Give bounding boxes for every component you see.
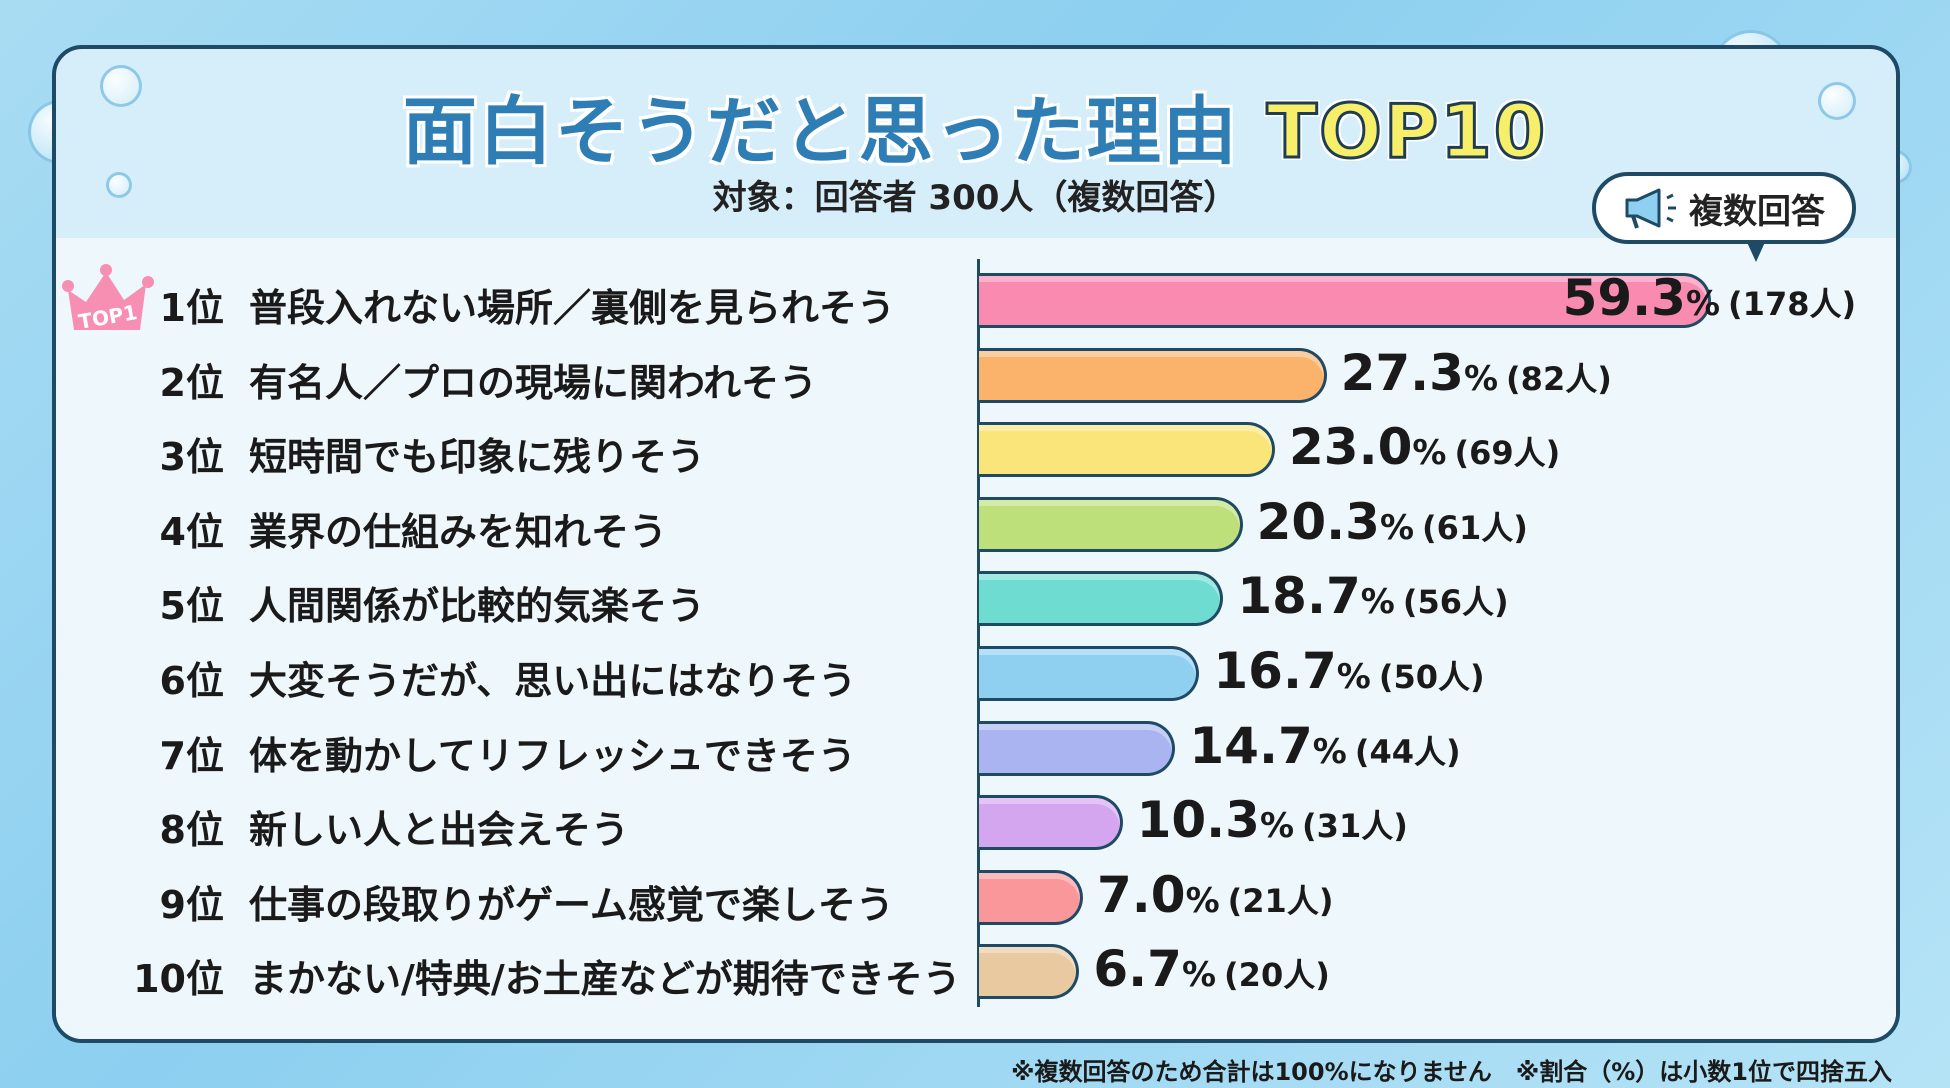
category-label: 短時間でも印象に残りそう xyxy=(249,435,706,480)
rank-label: 3位 xyxy=(159,435,224,480)
value-label: 23.0% (69人) xyxy=(1289,418,1561,477)
value-label: 10.3% (31人) xyxy=(1136,791,1408,850)
value-label: 14.7% (44人) xyxy=(1189,716,1461,775)
value-label: 18.7% (56人) xyxy=(1237,567,1509,626)
rank-label: 8位 xyxy=(159,808,224,853)
value-label: 27.3% (82人) xyxy=(1340,343,1612,402)
rank-label: 1位 xyxy=(159,286,224,330)
y-axis-line xyxy=(977,259,980,1007)
category-label: まかない/特典/お土産などが期待できそう xyxy=(249,957,961,1002)
footnote: ※複数回答のため合計は100%になりません ※割合（%）は小数1位で四捨五入 xyxy=(1011,1058,1892,1086)
rank-label: 5位 xyxy=(159,584,224,629)
badge-label: 複数回答 xyxy=(1689,191,1825,232)
category-label: 業界の仕組みを知れそう xyxy=(249,509,668,554)
bar-row: 4位 業界の仕組みを知れそう 20.3% (61人) xyxy=(0,487,1950,561)
rank-label: 4位 xyxy=(159,509,224,554)
megaphone-icon xyxy=(1625,188,1676,229)
bar-row: 5位 人間関係が比較的気楽そう 18.7% (56人) xyxy=(0,561,1950,635)
bar xyxy=(979,496,1243,552)
category-label: 人間関係が比較的気楽そう xyxy=(249,584,706,629)
category-label: 普段入れない場所／裏側を見られそう xyxy=(249,286,896,330)
rank-label: 7位 xyxy=(159,733,224,778)
bubble-decoration xyxy=(100,65,142,107)
bar xyxy=(979,571,1224,627)
value-label: 7.0% (21人) xyxy=(1097,865,1334,924)
bar-row: 8位 新しい人と出会えそう 10.3% (31人) xyxy=(0,785,1950,859)
category-label: 有名人／プロの現場に関われそう xyxy=(249,360,818,405)
bar xyxy=(979,273,1711,328)
bar xyxy=(979,795,1123,851)
chart-panel xyxy=(52,45,1900,1043)
rank-label: 2位 xyxy=(159,360,224,405)
bar xyxy=(979,347,1327,403)
bar xyxy=(979,422,1275,478)
rank-label: 6位 xyxy=(159,659,224,703)
bar-row: 6位 大変そうだが、思い出にはなりそう 16.7% (50人) xyxy=(0,636,1950,710)
bar-row: 9位 仕事の段取りがゲーム感覚で楽しそう 7.0% (21人) xyxy=(0,860,1950,934)
value-label: 20.3% (61人) xyxy=(1256,492,1528,551)
bar-row: 10位 まかない/特典/お土産などが期待できそう 6.7% (20人) xyxy=(0,934,1950,1008)
multiple-answer-badge: 複数回答 xyxy=(1592,172,1856,262)
bubble-decoration xyxy=(1818,82,1856,120)
category-label: 新しい人と出会えそう xyxy=(249,808,630,853)
bar xyxy=(979,944,1080,1000)
category-label: 仕事の段取りがゲーム感覚で楽しそう xyxy=(249,882,894,927)
bar-row: 3位 短時間でも印象に残りそう 23.0% (69人) xyxy=(0,412,1950,486)
bar xyxy=(979,720,1176,776)
rank-label: 9位 xyxy=(159,882,224,927)
bar-row: 7位 体を動かしてリフレッシュできそう 14.7% (44人) xyxy=(0,711,1950,785)
rank-label: 10位 xyxy=(133,957,224,1002)
value-label: 6.7% (20人) xyxy=(1093,940,1330,999)
value-label: 59.3% (178人) xyxy=(1562,269,1857,327)
bar xyxy=(979,869,1083,925)
bar-row: 1位 普段入れない場所／裏側を見られそう 59.3% (178人) xyxy=(0,263,1950,337)
subtitle: 対象：回答者 300人（複数回答） xyxy=(712,178,1238,218)
crown-icon: TOP1 xyxy=(62,264,154,334)
category-label: 大変そうだが、思い出にはなりそう xyxy=(249,659,857,703)
bar-row: 2位 有名人／プロの現場に関われそう 27.3% (82人) xyxy=(0,338,1950,412)
bubble-decoration xyxy=(106,172,132,198)
category-label: 体を動かしてリフレッシュできそう xyxy=(249,733,856,778)
value-label: 16.7% (50人) xyxy=(1213,642,1485,700)
bar xyxy=(979,646,1200,701)
page-title: 面白そうだと思った理由 TOP10 xyxy=(402,88,1548,177)
